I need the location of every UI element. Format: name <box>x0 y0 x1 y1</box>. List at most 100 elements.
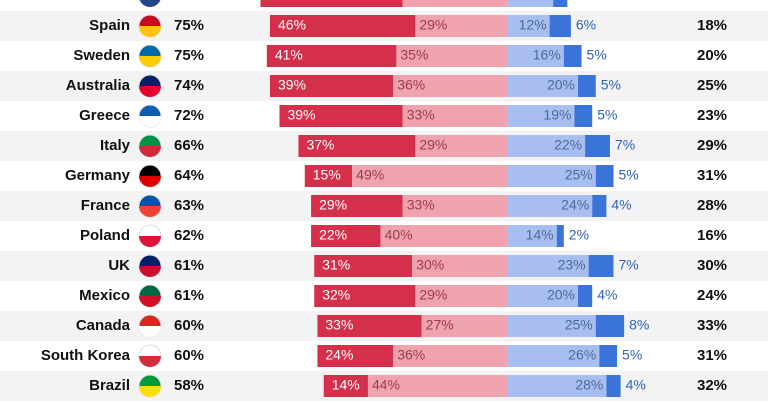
bar <box>311 195 403 217</box>
bar <box>507 285 578 307</box>
flag <box>139 0 161 7</box>
total-label: 64% <box>174 167 204 184</box>
value-label: 8% <box>629 317 649 333</box>
value-label: 25% <box>565 317 593 333</box>
bar <box>507 105 575 127</box>
value-label: 33% <box>407 0 435 3</box>
value-label: 4% <box>597 287 617 303</box>
total-label: 72% <box>174 107 204 124</box>
right-total: 29% <box>697 137 727 154</box>
value-label: 37% <box>306 137 334 153</box>
value-label: 4% <box>572 0 592 3</box>
flag <box>139 176 161 187</box>
right-total: 24% <box>697 287 727 304</box>
value-label: 39% <box>287 107 315 123</box>
bar <box>507 135 586 157</box>
bar <box>595 165 614 187</box>
value-label: 7% <box>615 137 635 153</box>
total-label: 63% <box>174 197 204 214</box>
value-label: 7% <box>619 257 639 273</box>
value-label: 15% <box>313 167 341 183</box>
country-label: Poland <box>80 227 130 244</box>
bar <box>260 0 403 7</box>
value-label: 5% <box>597 107 617 123</box>
bar <box>393 75 507 97</box>
bar <box>396 45 507 67</box>
total-label: 75% <box>174 17 204 34</box>
total-label: 58% <box>174 377 204 394</box>
flag <box>139 236 161 247</box>
value-label: 2% <box>569 227 589 243</box>
bar <box>421 315 507 337</box>
bar <box>270 75 394 97</box>
value-label: 24% <box>325 347 353 363</box>
right-total: 31% <box>697 347 727 364</box>
value-label: 33% <box>407 197 435 213</box>
total-label: 62% <box>174 227 204 244</box>
total-label: 74% <box>174 77 204 94</box>
bar <box>606 375 621 397</box>
bar <box>588 255 614 277</box>
right-total: 28% <box>697 197 727 214</box>
value-label: 13% <box>522 0 550 3</box>
bar <box>578 285 593 307</box>
flag <box>139 206 161 217</box>
value-label: 30% <box>416 257 444 273</box>
value-label: 29% <box>319 197 347 213</box>
flag <box>139 326 161 337</box>
bar <box>563 45 582 67</box>
total-label: 75% <box>174 47 204 64</box>
bar <box>311 225 381 247</box>
bar <box>507 75 578 97</box>
value-label: 29% <box>419 137 447 153</box>
bar <box>402 105 507 127</box>
total-label: 61% <box>174 257 204 274</box>
value-label: 5% <box>622 347 642 363</box>
bar <box>367 375 507 397</box>
right-total: 30% <box>697 257 727 274</box>
bar <box>553 0 568 7</box>
bar <box>415 135 507 157</box>
bar <box>507 45 564 67</box>
value-label: 5% <box>619 167 639 183</box>
flag <box>139 56 161 67</box>
value-label: 20% <box>547 287 575 303</box>
value-label: 5% <box>587 47 607 63</box>
total-label: 60% <box>174 317 204 334</box>
bar <box>270 15 416 37</box>
bar <box>595 315 625 337</box>
country-label: Brazil <box>89 377 130 394</box>
country-label: UK <box>108 257 130 274</box>
value-label: 33% <box>325 317 353 333</box>
bar <box>402 0 507 7</box>
bar <box>585 135 610 157</box>
value-label: 12% <box>519 17 547 33</box>
bar <box>380 225 507 247</box>
bar <box>304 165 353 187</box>
flag <box>139 266 161 277</box>
value-label: 14% <box>526 227 554 243</box>
bar <box>279 105 403 127</box>
value-label: 14% <box>332 377 360 393</box>
bar <box>507 195 593 217</box>
right-total: 18% <box>697 17 727 34</box>
value-label: 33% <box>407 107 435 123</box>
value-label: 22% <box>554 137 582 153</box>
value-label: 5% <box>601 77 621 93</box>
right-total: 20% <box>697 47 727 64</box>
bar <box>507 375 607 397</box>
bar <box>298 135 416 157</box>
bar <box>507 315 596 337</box>
value-label: 36% <box>397 347 425 363</box>
bar <box>393 345 507 367</box>
flag <box>139 116 161 127</box>
value-label: 26% <box>568 347 596 363</box>
bar <box>556 225 564 247</box>
bar <box>266 45 397 67</box>
value-label: 4% <box>626 377 646 393</box>
bar <box>415 15 507 37</box>
bar <box>507 345 600 367</box>
country-label: Canada <box>76 317 131 334</box>
bar <box>507 0 554 7</box>
flag <box>139 356 161 367</box>
